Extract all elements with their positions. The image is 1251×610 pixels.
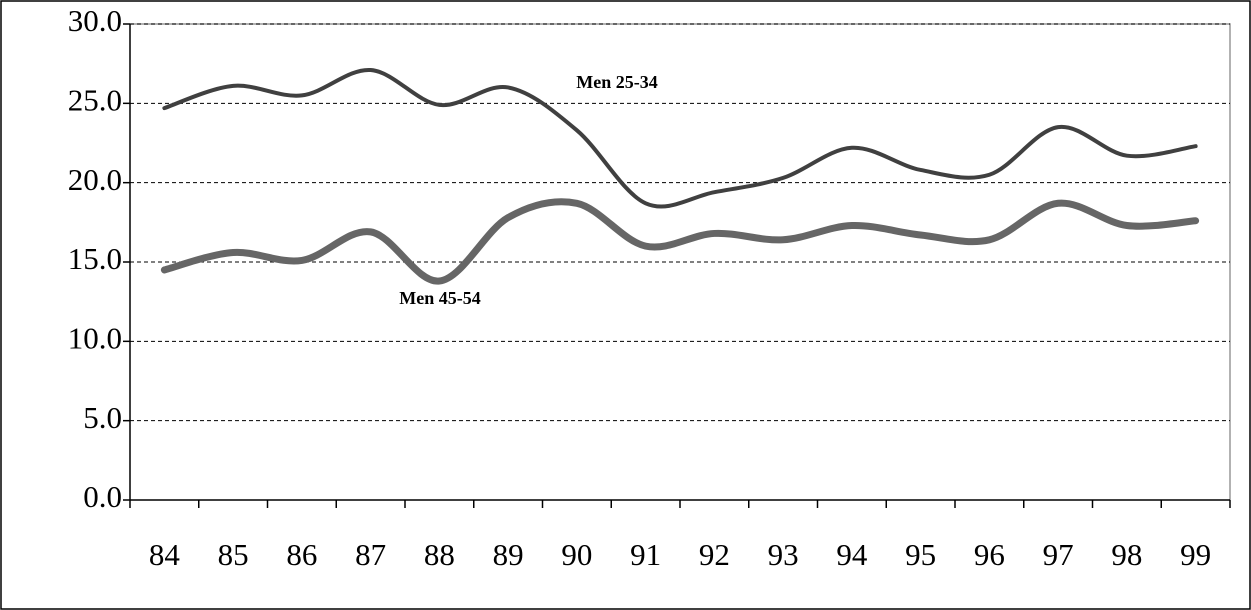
x-tick-label: 89 bbox=[493, 537, 524, 572]
series-label: Men 25-34 bbox=[576, 72, 657, 92]
x-tick-label: 85 bbox=[218, 537, 249, 572]
series-line bbox=[160, 198, 1200, 285]
x-tick-label: 98 bbox=[1111, 537, 1142, 572]
x-tick-label: 86 bbox=[286, 537, 317, 572]
x-tick-label: 87 bbox=[355, 537, 386, 572]
series-label: Men 45-54 bbox=[399, 288, 480, 308]
y-tick-label: 30.0 bbox=[68, 3, 122, 38]
y-tick-label: 25.0 bbox=[68, 82, 122, 117]
x-tick-label: 96 bbox=[974, 537, 1005, 572]
y-tick-label: 0.0 bbox=[83, 479, 122, 514]
x-tick-label: 88 bbox=[424, 537, 455, 572]
x-tick-label: 97 bbox=[1043, 537, 1074, 572]
y-tick-label: 5.0 bbox=[83, 400, 122, 435]
x-tick-label: 93 bbox=[768, 537, 799, 572]
x-tick-label: 84 bbox=[149, 537, 181, 572]
y-tick-label: 15.0 bbox=[68, 241, 122, 276]
x-tick-label: 94 bbox=[836, 537, 868, 572]
y-tick-label: 10.0 bbox=[68, 320, 122, 355]
x-tick-label: 95 bbox=[905, 537, 936, 572]
x-tick-label: 92 bbox=[699, 537, 730, 572]
x-tick-label: 91 bbox=[630, 537, 661, 572]
series-line bbox=[162, 68, 1198, 209]
y-tick-label: 20.0 bbox=[68, 162, 122, 197]
x-tick-label: 90 bbox=[561, 537, 592, 572]
x-tick-label: 99 bbox=[1180, 537, 1211, 572]
